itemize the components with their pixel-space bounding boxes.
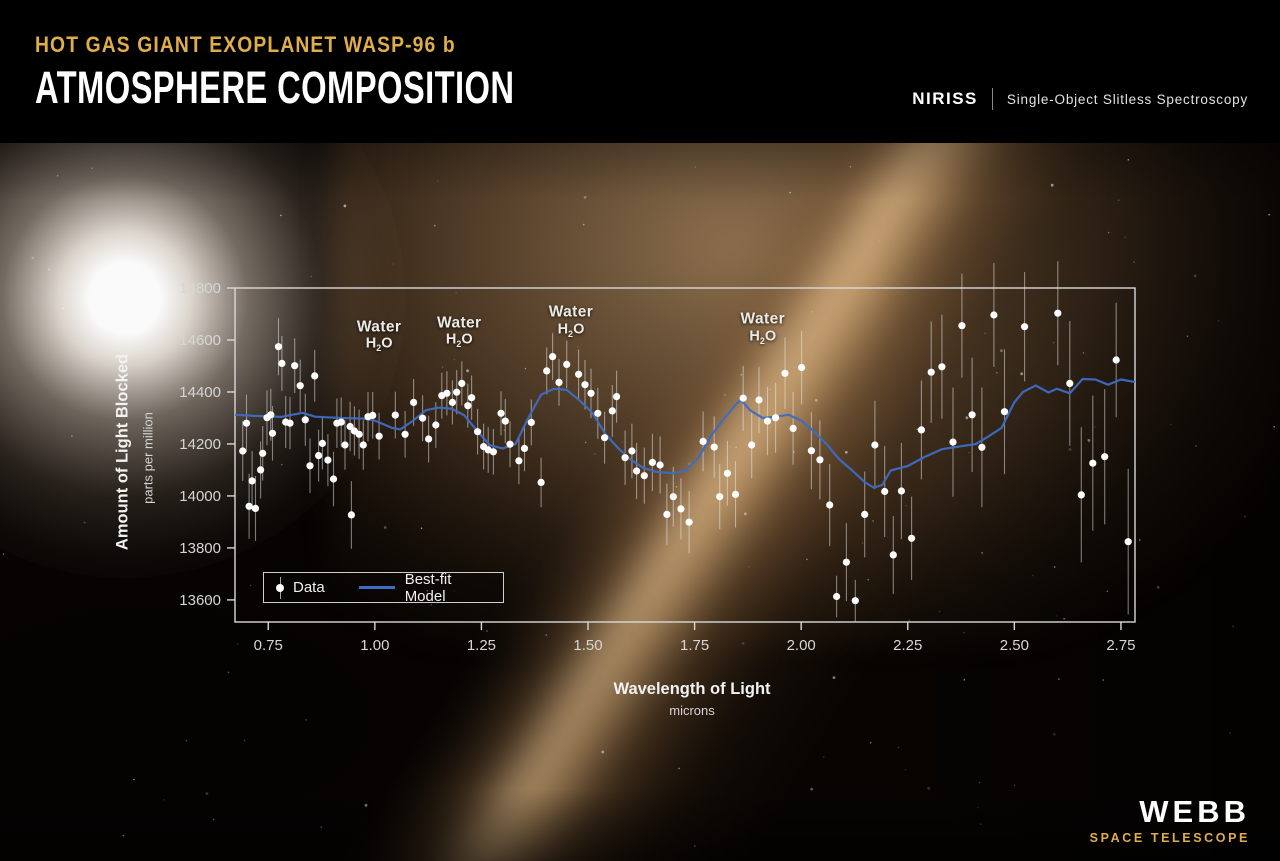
instrument-name: NIRISS	[912, 89, 978, 108]
svg-text:2.50: 2.50	[1000, 637, 1029, 654]
webb-logo-subtitle: SPACE TELESCOPE	[1089, 831, 1250, 845]
legend-data-label: Data	[293, 579, 325, 596]
svg-text:0.75: 0.75	[254, 637, 283, 654]
subtitle-kicker: HOT GAS GIANT EXOPLANET WASP-96 b	[35, 33, 456, 58]
svg-text:14800: 14800	[179, 280, 221, 297]
svg-text:14200: 14200	[179, 436, 221, 453]
model-line	[234, 377, 1136, 489]
instrument-block: NIRISS Single-Object Slitless Spectrosco…	[912, 88, 1248, 110]
svg-text:2.75: 2.75	[1106, 637, 1135, 654]
webb-logo-name: WEBB	[1139, 794, 1250, 829]
data-points	[239, 309, 1132, 605]
svg-text:13800: 13800	[179, 540, 221, 557]
y-axis-units: parts per million	[140, 412, 156, 504]
svg-text:1.25: 1.25	[467, 637, 496, 654]
water-annotation: Water H2O	[437, 313, 482, 350]
legend: Data Best-fit Model	[263, 570, 504, 605]
water-annotation: Water H2O	[356, 317, 402, 354]
axes	[234, 287, 1136, 623]
water-annotation: Water H2O	[548, 303, 594, 339]
data-point-icon	[276, 576, 284, 599]
space-background	[0, 143, 1280, 861]
legend-model-label: Best-fit Model	[404, 570, 452, 605]
svg-text:14000: 14000	[179, 488, 221, 505]
vignette	[0, 143, 1280, 861]
svg-text:2.25: 2.25	[893, 637, 922, 654]
water-annotation: Water H2O	[740, 310, 786, 346]
header: HOT GAS GIANT EXOPLANET WASP-96 b ATMOSP…	[0, 0, 1280, 143]
svg-text:1.75: 1.75	[680, 637, 709, 654]
star-field	[2, 159, 1275, 847]
x-axis-label: Wavelength of Light	[613, 680, 771, 698]
svg-text:13600: 13600	[179, 592, 221, 609]
model-line-icon	[358, 586, 395, 589]
x-axis-units: microns	[669, 703, 715, 718]
y-axis-label: Amount of Light Blocked	[113, 353, 132, 551]
x-axis: 0.75 1.00 1.25 1.50 1.75 2.00 2.25 2.50 2.75	[254, 622, 1136, 654]
divider	[991, 88, 993, 110]
svg-text:14600: 14600	[179, 332, 221, 349]
svg-text:14400: 14400	[179, 384, 221, 401]
svg-text:2.00: 2.00	[787, 637, 816, 654]
webb-logo: WEBB SPACE TELESCOPE	[1090, 796, 1250, 845]
svg-text:1.50: 1.50	[573, 637, 602, 654]
instrument-mode: Single-Object Slitless Spectroscopy	[1006, 91, 1248, 107]
svg-text:1.00: 1.00	[360, 637, 389, 654]
page-title: ATMOSPHERE COMPOSITION	[35, 62, 515, 113]
y-axis: 13600 13800 14000 14200 14400 14600 14800	[179, 280, 235, 609]
